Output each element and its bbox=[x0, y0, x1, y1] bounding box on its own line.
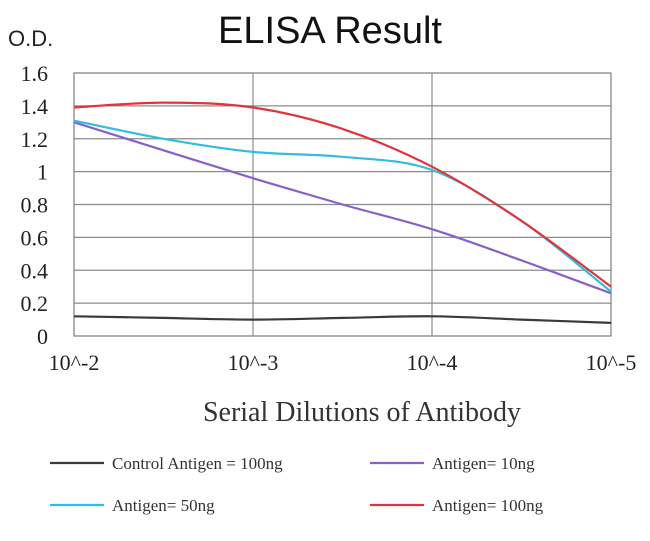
y-tick-label: 0.4 bbox=[21, 258, 49, 283]
series-line-4 bbox=[73, 101, 612, 288]
x-axis-label: Serial Dilutions of Antibody bbox=[203, 397, 521, 428]
series-lines bbox=[73, 101, 612, 324]
legend-label-2: Antigen= 10ng bbox=[432, 454, 535, 473]
legend: Control Antigen = 100ng Antigen= 10ng Anti… bbox=[50, 454, 544, 515]
y-tick-label: 0.2 bbox=[21, 291, 49, 316]
y-tick-label: 1 bbox=[37, 160, 48, 185]
chart-title: ELISA Result bbox=[218, 10, 442, 52]
x-tick-label: 10^-4 bbox=[407, 350, 458, 375]
y-tick-label: 1.2 bbox=[21, 127, 49, 152]
y-tick-label: 0.6 bbox=[21, 225, 49, 250]
y-axis-label: O.D. bbox=[8, 26, 53, 51]
series-line-2 bbox=[73, 121, 612, 295]
legend-label-3: Antigen= 50ng bbox=[112, 496, 215, 515]
y-tick-label: 1.4 bbox=[21, 94, 49, 119]
y-tick-label: 0 bbox=[37, 324, 48, 349]
y-tick-labels: 0 0.2 0.4 0.6 0.8 1 1.2 1.4 1.6 bbox=[21, 61, 49, 349]
y-tick-label: 0.8 bbox=[21, 193, 49, 218]
series-line-1 bbox=[73, 315, 612, 324]
x-tick-label: 10^-5 bbox=[586, 350, 637, 375]
grid bbox=[73, 72, 612, 337]
y-tick-label: 1.6 bbox=[21, 61, 49, 86]
legend-label-4: Antigen= 100ng bbox=[432, 496, 544, 515]
x-tick-labels: 10^-2 10^-3 10^-4 10^-5 bbox=[49, 350, 637, 375]
x-tick-label: 10^-3 bbox=[228, 350, 279, 375]
legend-label-1: Control Antigen = 100ng bbox=[112, 454, 283, 473]
series-line-3 bbox=[73, 119, 612, 293]
x-tick-label: 10^-2 bbox=[49, 350, 100, 375]
